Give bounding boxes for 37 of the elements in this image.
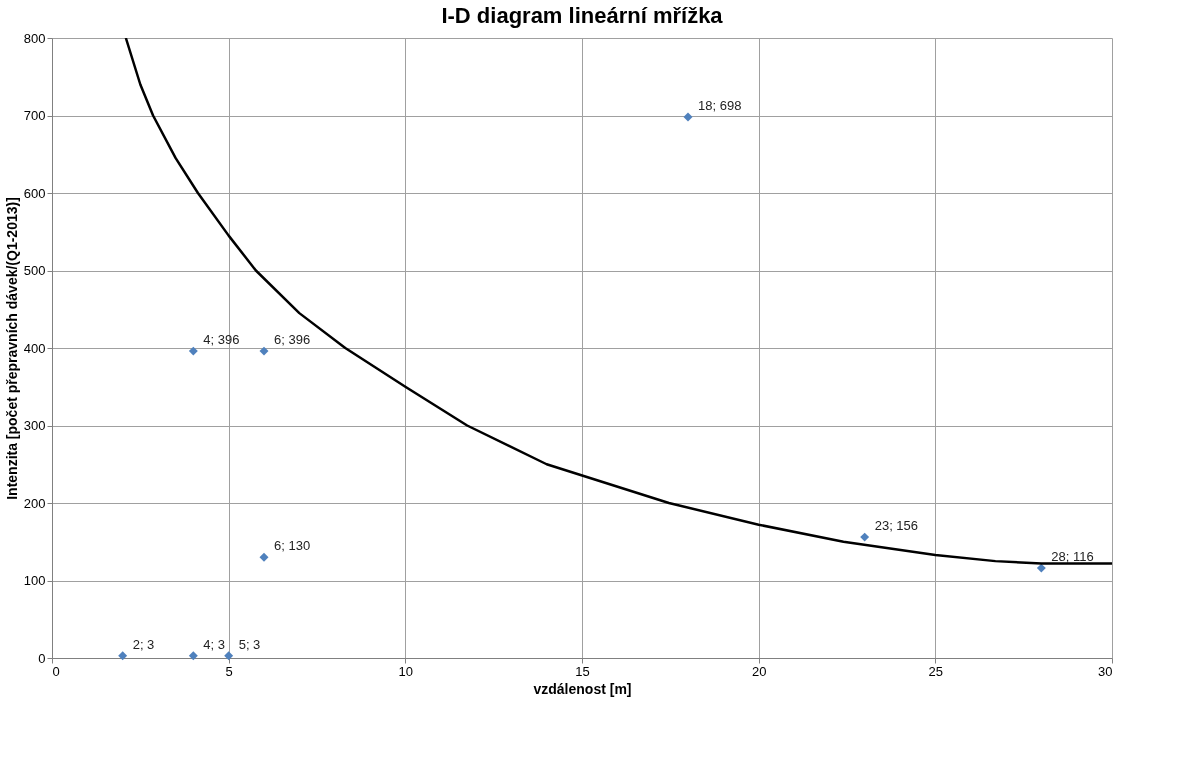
data-label: 4; 3 <box>203 636 226 652</box>
x-tick-label: 0 <box>52 663 60 679</box>
y-tick-label: 700 <box>23 108 46 123</box>
data-label: 28; 116 <box>1051 549 1094 565</box>
data-label: 6; 396 <box>274 332 311 348</box>
y-tick-label: 600 <box>23 185 46 201</box>
y-tick-label: 100 <box>23 573 46 588</box>
x-tick-label: 10 <box>398 663 414 679</box>
data-label: 4; 396 <box>203 332 240 348</box>
data-label: 5; 3 <box>238 636 261 652</box>
point <box>860 532 870 542</box>
y-tick-label: 300 <box>23 418 46 433</box>
data-label: 18; 698 <box>698 98 742 114</box>
data-label: 6; 130 <box>274 538 311 554</box>
y-tick-label: 400 <box>23 340 46 356</box>
point <box>1036 563 1046 573</box>
data-label: 2; 3 <box>132 636 155 652</box>
point <box>259 346 269 356</box>
point <box>259 552 269 562</box>
y-tick-label: 200 <box>23 495 46 511</box>
x-tick-label: 30 <box>1098 663 1113 679</box>
point <box>118 651 128 661</box>
x-axis-title: vzdálenost [m] <box>533 680 632 697</box>
y-tick-label: 800 <box>23 30 46 46</box>
x-tick-label: 15 <box>575 663 590 679</box>
point <box>683 112 693 122</box>
data-label: 23; 156 <box>874 518 919 534</box>
chart-title: I-D diagram lineární mřížka <box>441 3 724 28</box>
x-tick-label: 20 <box>751 663 767 679</box>
x-tick-label: 25 <box>928 663 944 679</box>
point <box>188 651 198 661</box>
point <box>188 346 198 356</box>
point <box>224 651 234 661</box>
y-axis-title: Intenzita [počet přepravních dávek/(Q1-2013)] <box>3 197 20 500</box>
x-tick-label: 5 <box>225 663 233 679</box>
y-tick-label: 500 <box>23 263 46 278</box>
y-tick-label: 0 <box>38 650 46 666</box>
